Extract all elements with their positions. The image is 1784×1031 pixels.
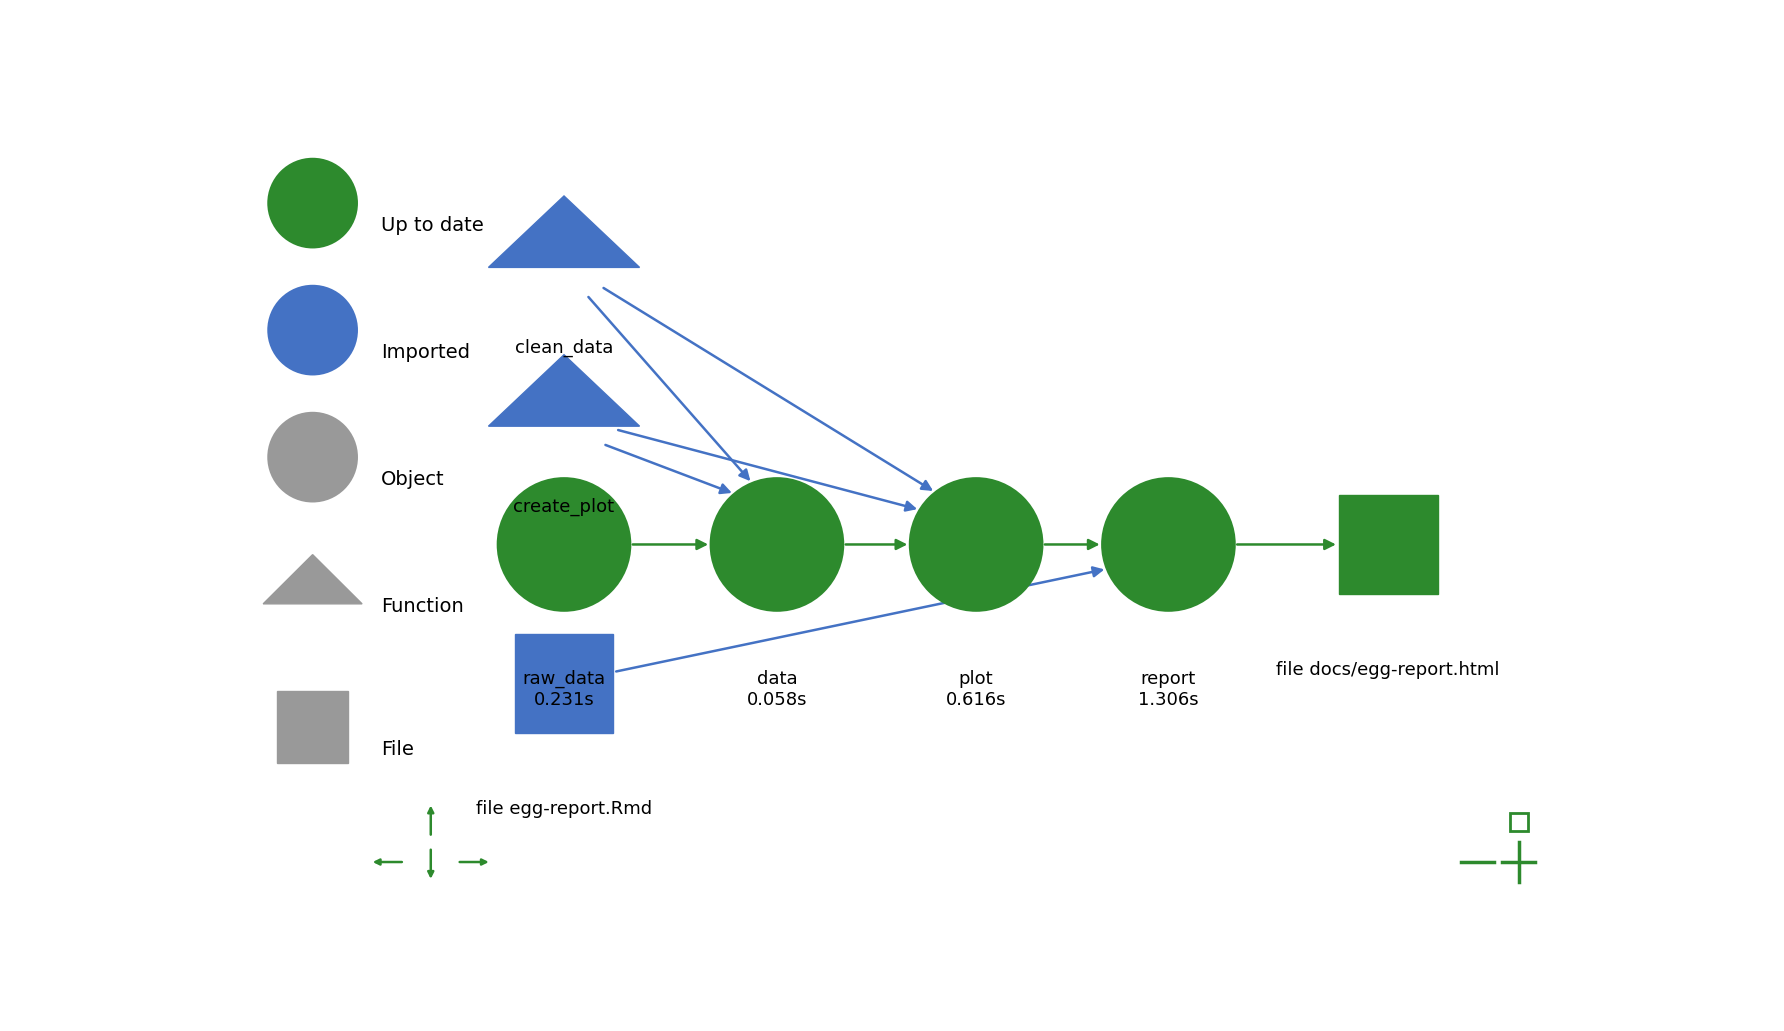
Ellipse shape xyxy=(498,478,630,610)
Ellipse shape xyxy=(269,159,357,247)
Bar xyxy=(1338,495,1438,594)
Text: Up to date: Up to date xyxy=(382,215,483,235)
Polygon shape xyxy=(489,355,640,426)
Text: data
0.058s: data 0.058s xyxy=(747,670,806,708)
Text: File: File xyxy=(382,739,414,759)
Text: Function: Function xyxy=(382,597,464,616)
Ellipse shape xyxy=(1103,478,1235,610)
Text: Object: Object xyxy=(382,470,444,489)
Text: clean_data: clean_data xyxy=(516,339,614,357)
Polygon shape xyxy=(264,555,362,604)
Text: plot
0.616s: plot 0.616s xyxy=(946,670,1006,708)
Text: file egg-report.Rmd: file egg-report.Rmd xyxy=(476,800,653,819)
Text: Imported: Imported xyxy=(382,342,471,362)
Ellipse shape xyxy=(712,478,842,610)
Bar xyxy=(514,634,614,733)
Bar xyxy=(1509,813,1527,831)
Ellipse shape xyxy=(910,478,1042,610)
Text: report
1.306s: report 1.306s xyxy=(1138,670,1199,708)
Text: file docs/egg-report.html: file docs/egg-report.html xyxy=(1277,662,1500,679)
Text: create_plot: create_plot xyxy=(514,498,614,516)
Ellipse shape xyxy=(269,287,357,374)
Polygon shape xyxy=(489,196,640,267)
Bar xyxy=(277,692,348,763)
Ellipse shape xyxy=(269,413,357,501)
Text: raw_data
0.231s: raw_data 0.231s xyxy=(523,670,605,709)
